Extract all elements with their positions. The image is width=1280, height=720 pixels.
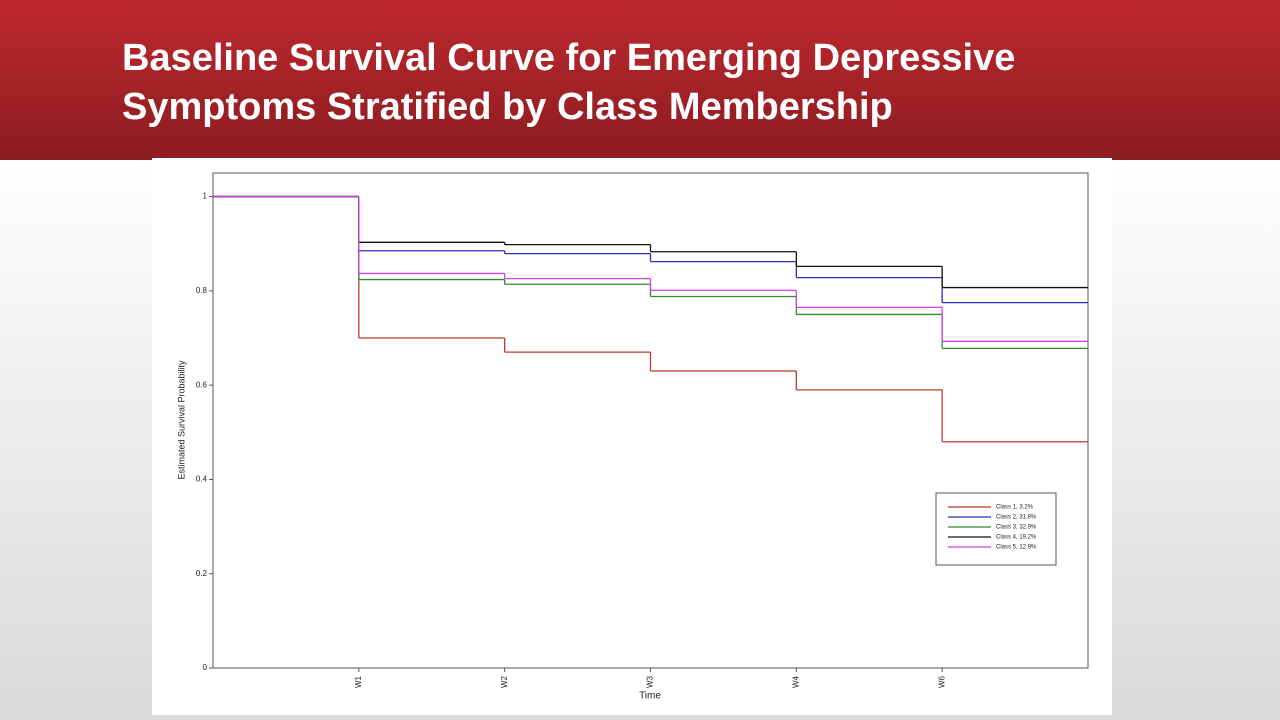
x-axis-label: Time [639,691,661,702]
legend-label: Class 2, 31.8% [996,515,1037,521]
legend-label: Class 1, 3.2% [996,505,1034,511]
legend-label: Class 3, 32.9% [996,525,1037,531]
x-tick-label: W4 [791,675,800,688]
y-tick-label: 0.4 [196,475,208,484]
y-tick-label: 0.8 [196,286,208,295]
x-tick-label: W3 [646,675,655,688]
header-band [0,0,1280,160]
legend-label: Class 4, 19.2% [996,535,1037,541]
slide-title: Baseline Survival Curve for Emerging Dep… [122,37,1016,128]
legend-label: Class 5, 12.9% [996,545,1037,551]
y-tick-label: 1 [203,192,208,201]
x-tick-label: W6 [937,675,946,688]
x-tick-label: W2 [500,675,509,688]
legend-box [935,492,1057,566]
y-tick-label: 0 [203,663,208,672]
y-tick-label: 0.6 [196,380,208,389]
chart-panel [152,158,1112,715]
x-tick-label: W1 [354,675,363,688]
y-axis-label: Estimated Survival Probability [176,360,186,480]
y-tick-label: 0.2 [196,569,208,578]
